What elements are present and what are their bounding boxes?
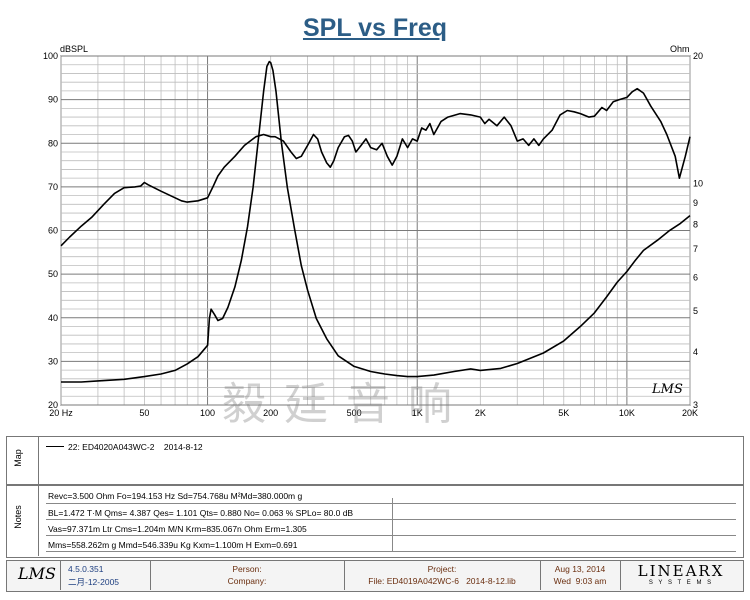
legend-entry: 22: ED4020A043WC-2 2014-8-12	[68, 442, 203, 452]
report-time: Wed 9:03 am	[553, 576, 607, 586]
x-tick-label: 100	[200, 408, 215, 418]
map-label: Map	[12, 449, 23, 467]
notes-line-1: Revc=3.500 Ohm Fo=194.153 Hz Sd=754.768u…	[48, 491, 303, 501]
y2-tick-label: 7	[693, 244, 698, 254]
x-tick-label: 20K	[682, 408, 698, 418]
y-tick-label: 100	[43, 51, 58, 61]
project-file: File: ED4019A042WC-6 2014-8-12.lib	[368, 576, 516, 586]
x-tick-label: 5K	[558, 408, 569, 418]
spl-impedance-chart: 20 Hz 50 100 200 500 1K 2K 5K 10K 20K 100 90 80 70 60 5…	[43, 51, 703, 418]
y2-tick-label: 6	[693, 272, 698, 282]
y-tick-label: 40	[48, 313, 58, 323]
x-tick-label: 50	[139, 408, 149, 418]
x-tick-label: 2K	[475, 408, 486, 418]
y-tick-label: 30	[48, 356, 58, 366]
footer-div-4	[540, 560, 541, 590]
notes-label: Notes	[12, 505, 23, 529]
y2-tick-label: 10	[693, 179, 703, 189]
x-tick-label: 1K	[412, 408, 423, 418]
person-label: Person:	[232, 564, 262, 574]
lms-logo: LMS	[18, 564, 56, 583]
watermark-text: 毅廷音响	[222, 379, 470, 430]
footer-div-1	[60, 560, 61, 590]
notes-panel	[6, 484, 744, 558]
notes-rule-3	[46, 535, 736, 536]
notes-rule-2	[46, 519, 736, 520]
y-tick-label: 80	[48, 138, 58, 148]
y2-tick-label: 9	[693, 198, 698, 208]
y2-tick-label: 8	[693, 220, 698, 230]
series-line-spl	[60, 87, 691, 247]
x-tick-label: 200	[263, 408, 278, 418]
notes-line-2: BL=1.472 T·M Qms= 4.387 Qes= 1.101 Qts= …	[48, 508, 354, 518]
lms-chart-mark: LMS	[652, 382, 683, 397]
footer-div-2	[150, 560, 151, 590]
map-panel	[6, 436, 744, 486]
footer-div-3	[344, 560, 345, 590]
footer-div-5	[620, 560, 621, 590]
series-line-impedance	[61, 60, 691, 383]
notes-line-3: Vas=97.371m Ltr Cms=1.204m M/N Krm=835.0…	[48, 524, 307, 534]
y-tick-label: 60	[48, 226, 58, 236]
y-tick-label: 20	[48, 400, 58, 410]
notes-rule-4	[46, 551, 736, 552]
y-axis-unit: dBSPL	[60, 44, 89, 54]
footer-build-date: 二月-12-2005	[68, 577, 120, 587]
notes-column-divider	[392, 498, 393, 552]
y-tick-label: 70	[48, 182, 58, 192]
linearx-sub: S Y S T E M S	[648, 580, 714, 586]
y2-axis-unit: Ohm	[670, 44, 690, 54]
report-date: Aug 13, 2014	[554, 564, 606, 574]
y-tick-label: 50	[48, 269, 58, 279]
notes-divider	[38, 484, 39, 556]
legend-line-swatch	[46, 446, 64, 447]
x-tick-label: 10K	[619, 408, 635, 418]
y2-tick-label: 5	[693, 306, 698, 316]
footer-version: 4.5.0.351	[68, 564, 104, 574]
linearx-brand: LINEARX	[637, 562, 725, 580]
footer-bar	[6, 560, 744, 592]
x-tick-label: 20 Hz	[49, 408, 73, 418]
map-divider	[38, 436, 39, 484]
y-tick-label: 90	[48, 95, 58, 105]
y2-tick-label: 3	[693, 400, 698, 410]
project-label: Project:	[427, 564, 457, 574]
y2-tick-label: 4	[693, 347, 698, 357]
company-label: Company:	[227, 576, 267, 586]
notes-line-4: Mms=558.262m g Mmd=546.339u Kg Kxm=1.100…	[48, 540, 298, 550]
notes-rule-1	[46, 503, 736, 504]
y2-tick-label: 20	[693, 51, 703, 61]
chart-title: SPL vs Freq	[302, 14, 448, 42]
x-tick-label: 500	[347, 408, 362, 418]
